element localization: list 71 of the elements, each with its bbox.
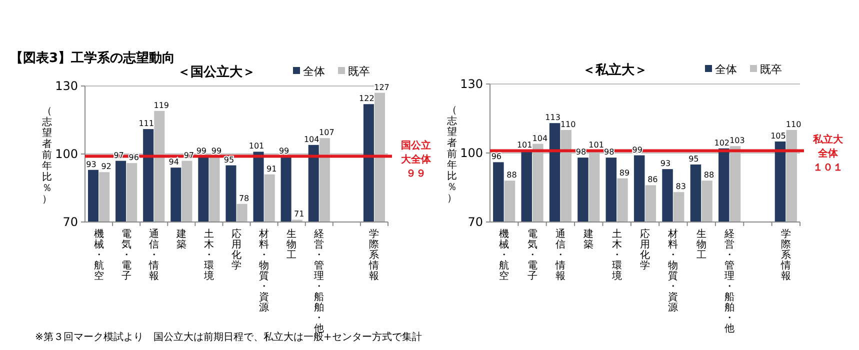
data-label: 113	[545, 113, 560, 122]
data-label: 104	[532, 134, 548, 143]
text: （志望者前年比％）	[447, 105, 457, 204]
data-label: 110	[560, 120, 576, 129]
x-tick-label: 通信・情報	[554, 228, 566, 282]
x-tick-label: 電気・電子	[527, 229, 538, 282]
x-tick-label: 応用化学	[232, 228, 242, 272]
legend-label: 全体	[303, 65, 325, 78]
data-label: 99	[211, 146, 222, 156]
data-label: 119	[154, 100, 170, 110]
x-tick-label: 材料・物質・資源	[258, 228, 270, 314]
y-tick-label: 130	[460, 77, 483, 92]
legend-label: 既卒	[348, 65, 370, 78]
x-tick-label: 土木・環境	[202, 228, 214, 282]
chart-subtitle: ＜国公立大＞	[178, 64, 256, 80]
ref-line-label: 私立大全体１０１	[812, 134, 844, 174]
y-tick-label: 100	[460, 146, 483, 160]
x-tick-label: 生物工	[286, 228, 297, 261]
data-label: 86	[648, 175, 658, 184]
y-tick-label: 70	[62, 215, 78, 230]
data-label: 94	[168, 158, 179, 167]
data-label: 93	[660, 159, 671, 168]
x-tick-label: 土木・環境	[610, 228, 622, 282]
data-label: 104	[304, 134, 320, 144]
x-tick-label: 建築	[175, 228, 186, 250]
data-label: 89	[619, 168, 630, 178]
x-tick-label: 学際系情報	[368, 228, 380, 282]
chart-title: 【図表3】工学系の志望動向	[10, 50, 176, 66]
data-label: 101	[516, 140, 532, 150]
x-tick-label: 応用化学	[640, 228, 650, 272]
y-tick-label: 70	[468, 215, 483, 230]
data-label: 93	[86, 160, 96, 169]
text: （志望者前年比％）	[42, 106, 52, 205]
data-label: 122	[359, 94, 374, 104]
category-label: 経営・管理・船舶・他	[724, 229, 735, 334]
x-tick-label: 機械・航空	[94, 228, 104, 282]
data-label: 105	[770, 132, 786, 140]
legend-label: 既卒	[760, 63, 782, 76]
data-label: 107	[319, 128, 334, 138]
data-label: 95	[224, 155, 234, 164]
data-label: 127	[374, 82, 390, 92]
data-label: 101	[248, 142, 264, 151]
y-tick-label: 130	[55, 79, 78, 94]
data-label: 111	[138, 119, 154, 128]
data-label: 96	[491, 152, 502, 162]
data-label: 71	[294, 210, 304, 219]
data-label: 99	[278, 146, 290, 156]
y-tick-label: 100	[55, 147, 78, 162]
x-tick-label: 材料・物質・資源	[667, 228, 678, 314]
data-label: 95	[688, 154, 699, 164]
x-tick-label: 電気・電子	[121, 229, 132, 282]
data-label: 101	[588, 140, 604, 150]
data-label: 88	[704, 170, 714, 180]
x-tick-label: 建築	[582, 228, 594, 250]
data-label: 83	[676, 182, 686, 192]
x-tick-label: 機械・航空	[499, 228, 510, 282]
data-label: 78	[238, 194, 250, 203]
data-label: 91	[266, 164, 277, 174]
data-label: 92	[101, 162, 112, 172]
x-tick-label: 通信・情報	[148, 228, 159, 282]
legend-label: 全体	[715, 63, 737, 76]
ref-line-label: 国公立大全体９９	[400, 139, 432, 180]
x-tick-label: 学際系情報	[780, 228, 791, 282]
data-label: 102	[714, 138, 730, 148]
data-label: 110	[786, 120, 802, 129]
data-label: 99	[196, 146, 207, 156]
chart-title: ＜私立大＞	[582, 62, 648, 78]
data-label: 88	[506, 170, 517, 180]
x-tick-label: 生物工	[696, 228, 706, 261]
data-label: 96	[128, 153, 139, 162]
data-label: 103	[730, 136, 745, 146]
